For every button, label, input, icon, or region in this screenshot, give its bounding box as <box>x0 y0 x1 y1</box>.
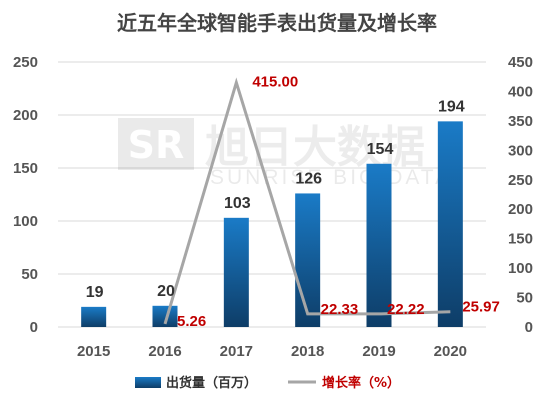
x-axis-ticks: 2015 2016 2017 2018 2019 2020 <box>77 343 467 360</box>
right-tick-label: 450 <box>508 54 533 71</box>
right-tick-label: 300 <box>508 142 533 159</box>
watermark-text-en: SUNRISE BIG DATA <box>210 166 452 189</box>
legend-item-shipments: 出货量（百万） <box>135 375 257 391</box>
x-tick-label: 2018 <box>291 343 324 360</box>
left-tick-label: 200 <box>13 107 38 124</box>
growth-rate-line <box>163 77 451 325</box>
right-tick-label: 400 <box>508 83 533 100</box>
bar-value-label: 19 <box>86 284 104 301</box>
right-tick-label: 200 <box>508 201 533 218</box>
right-tick-label: 0 <box>525 319 533 336</box>
x-tick-label: 2020 <box>434 343 467 360</box>
bar-2017 <box>223 217 249 327</box>
left-tick-label: 250 <box>13 54 38 71</box>
left-tick-label: 150 <box>13 160 38 177</box>
legend-swatch-bar <box>135 377 161 388</box>
bar-value-label: 126 <box>295 170 322 187</box>
watermark: SR 旭日大数据 SUNRISE BIG DATA <box>118 118 452 189</box>
bar-2019 <box>366 163 392 327</box>
legend-item-growth: 增长率（%） <box>288 375 400 391</box>
bar-value-label: 194 <box>438 98 465 115</box>
rate-value-label: 25.97 <box>462 299 500 316</box>
left-axis-ticks: 0 50 100 150 200 250 <box>13 54 38 336</box>
x-tick-label: 2017 <box>220 343 253 360</box>
right-axis-ticks: 0 50 100 150 200 250 300 350 400 450 <box>508 54 533 336</box>
bar-series <box>81 121 463 327</box>
line-series <box>163 77 451 325</box>
bar-2016 <box>152 305 178 327</box>
right-tick-label: 350 <box>508 113 533 130</box>
bar-2020 <box>437 121 463 327</box>
left-tick-label: 0 <box>30 319 38 336</box>
legend-label-growth: 增长率（%） <box>322 375 400 391</box>
right-tick-label: 250 <box>508 172 533 189</box>
legend-label-shipments: 出货量（百万） <box>166 375 257 391</box>
watermark-logo: SR <box>118 118 194 170</box>
left-tick-label: 100 <box>13 213 38 230</box>
left-tick-label: 50 <box>21 266 38 283</box>
rate-value-label: 22.22 <box>387 301 425 318</box>
rate-value-label: 415.00 <box>252 74 298 91</box>
bar-2018 <box>295 193 321 327</box>
bar-value-label: 154 <box>367 141 394 158</box>
bar-value-label: 103 <box>224 195 251 212</box>
gridlines <box>58 61 486 328</box>
legend: 出货量（百万） 增长率（%） <box>135 375 400 391</box>
bar-2015 <box>81 306 107 327</box>
right-tick-label: 50 <box>516 290 533 307</box>
bar-value-label: 20 <box>157 283 175 300</box>
chart-title: 近五年全球智能手表出货量及增长率 <box>117 11 437 35</box>
x-tick-label: 2019 <box>362 343 395 360</box>
rate-value-label: 22.33 <box>321 301 359 318</box>
rate-value-label: 5.26 <box>177 313 206 330</box>
svg-text:SR: SR <box>128 123 185 167</box>
bar-data-labels: 19 20 103 126 154 194 <box>86 98 465 300</box>
right-tick-label: 150 <box>508 231 533 248</box>
rate-data-labels: 5.26 415.00 22.33 22.22 25.97 <box>177 74 500 330</box>
right-tick-label: 100 <box>508 260 533 277</box>
x-tick-label: 2016 <box>148 343 181 360</box>
x-tick-label: 2015 <box>77 343 110 360</box>
